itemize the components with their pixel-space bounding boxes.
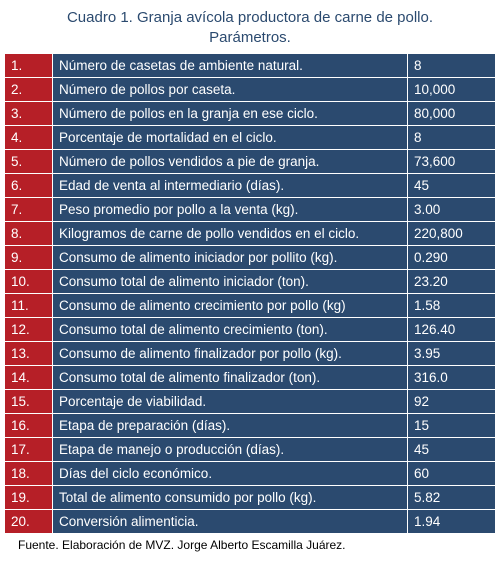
row-number: 1. xyxy=(5,54,53,78)
table-row: 1.Número de casetas de ambiente natural.… xyxy=(5,54,496,78)
row-value: 0.290 xyxy=(408,246,496,270)
row-value: 126.40 xyxy=(408,318,496,342)
row-parameter: Total de alimento consumido por pollo (k… xyxy=(53,486,408,510)
row-parameter: Consumo total de alimento finalizador (t… xyxy=(53,366,408,390)
row-parameter: Consumo total de alimento iniciador (ton… xyxy=(53,270,408,294)
table-row: 16.Etapa de preparación (días).15 xyxy=(5,414,496,438)
row-parameter: Número de pollos por caseta. xyxy=(53,78,408,102)
row-value: 3.95 xyxy=(408,342,496,366)
row-number: 17. xyxy=(5,438,53,462)
row-number: 13. xyxy=(5,342,53,366)
row-number: 8. xyxy=(5,222,53,246)
row-parameter: Etapa de preparación (días). xyxy=(53,414,408,438)
row-parameter: Número de casetas de ambiente natural. xyxy=(53,54,408,78)
table-row: 3.Número de pollos en la granja en ese c… xyxy=(5,102,496,126)
row-number: 7. xyxy=(5,198,53,222)
row-parameter: Consumo de alimento crecimiento por poll… xyxy=(53,294,408,318)
row-number: 4. xyxy=(5,126,53,150)
row-value: 45 xyxy=(408,438,496,462)
table-row: 19.Total de alimento consumido por pollo… xyxy=(5,486,496,510)
row-value: 3.00 xyxy=(408,198,496,222)
row-value: 23.20 xyxy=(408,270,496,294)
source-line: Fuente. Elaboración de MVZ. Jorge Albert… xyxy=(4,538,496,552)
row-parameter: Etapa de manejo o producción (días). xyxy=(53,438,408,462)
row-number: 14. xyxy=(5,366,53,390)
row-value: 45 xyxy=(408,174,496,198)
row-value: 60 xyxy=(408,462,496,486)
title-line-1: Cuadro 1. Granja avícola productora de c… xyxy=(4,8,496,28)
row-value: 5.82 xyxy=(408,486,496,510)
row-parameter: Número de pollos en la granja en ese cic… xyxy=(53,102,408,126)
table-row: 4.Porcentaje de mortalidad en el ciclo.8 xyxy=(5,126,496,150)
row-number: 18. xyxy=(5,462,53,486)
row-value: 1.94 xyxy=(408,510,496,534)
row-parameter: Conversión alimenticia. xyxy=(53,510,408,534)
table-row: 12.Consumo total de alimento crecimiento… xyxy=(5,318,496,342)
row-parameter: Consumo total de alimento crecimiento (t… xyxy=(53,318,408,342)
row-value: 80,000 xyxy=(408,102,496,126)
row-number: 5. xyxy=(5,150,53,174)
parameters-table: 1.Número de casetas de ambiente natural.… xyxy=(4,53,496,534)
row-number: 9. xyxy=(5,246,53,270)
table-row: 10.Consumo total de alimento iniciador (… xyxy=(5,270,496,294)
row-number: 3. xyxy=(5,102,53,126)
row-number: 19. xyxy=(5,486,53,510)
table-row: 13.Consumo de alimento finalizador por p… xyxy=(5,342,496,366)
row-number: 15. xyxy=(5,390,53,414)
title-line-2: Parámetros. xyxy=(4,28,496,48)
table-row: 9.Consumo de alimento iniciador por poll… xyxy=(5,246,496,270)
row-number: 10. xyxy=(5,270,53,294)
row-parameter: Kilogramos de carne de pollo vendidos en… xyxy=(53,222,408,246)
row-parameter: Consumo de alimento finalizador por poll… xyxy=(53,342,408,366)
row-number: 2. xyxy=(5,78,53,102)
row-number: 11. xyxy=(5,294,53,318)
table-title: Cuadro 1. Granja avícola productora de c… xyxy=(4,8,496,47)
table-row: 18.Días del ciclo económico.60 xyxy=(5,462,496,486)
row-number: 12. xyxy=(5,318,53,342)
row-value: 92 xyxy=(408,390,496,414)
table-row: 15.Porcentaje de viabilidad.92 xyxy=(5,390,496,414)
row-parameter: Porcentaje de viabilidad. xyxy=(53,390,408,414)
row-value: 8 xyxy=(408,126,496,150)
row-parameter: Peso promedio por pollo a la venta (kg). xyxy=(53,198,408,222)
row-parameter: Días del ciclo económico. xyxy=(53,462,408,486)
row-number: 6. xyxy=(5,174,53,198)
row-parameter: Porcentaje de mortalidad en el ciclo. xyxy=(53,126,408,150)
row-value: 15 xyxy=(408,414,496,438)
table-row: 20.Conversión alimenticia.1.94 xyxy=(5,510,496,534)
row-parameter: Número de pollos vendidos a pie de granj… xyxy=(53,150,408,174)
table-row: 2.Número de pollos por caseta.10,000 xyxy=(5,78,496,102)
row-value: 220,800 xyxy=(408,222,496,246)
table-row: 14.Consumo total de alimento finalizador… xyxy=(5,366,496,390)
row-number: 16. xyxy=(5,414,53,438)
row-parameter: Consumo de alimento iniciador por pollit… xyxy=(53,246,408,270)
row-parameter: Edad de venta al intermediario (días). xyxy=(53,174,408,198)
row-number: 20. xyxy=(5,510,53,534)
row-value: 73,600 xyxy=(408,150,496,174)
table-row: 6.Edad de venta al intermediario (días).… xyxy=(5,174,496,198)
row-value: 8 xyxy=(408,54,496,78)
table-row: 11.Consumo de alimento crecimiento por p… xyxy=(5,294,496,318)
table-row: 17.Etapa de manejo o producción (días).4… xyxy=(5,438,496,462)
table-row: 5.Número de pollos vendidos a pie de gra… xyxy=(5,150,496,174)
table-row: 7.Peso promedio por pollo a la venta (kg… xyxy=(5,198,496,222)
row-value: 316.0 xyxy=(408,366,496,390)
row-value: 1.58 xyxy=(408,294,496,318)
table-row: 8.Kilogramos de carne de pollo vendidos … xyxy=(5,222,496,246)
row-value: 10,000 xyxy=(408,78,496,102)
